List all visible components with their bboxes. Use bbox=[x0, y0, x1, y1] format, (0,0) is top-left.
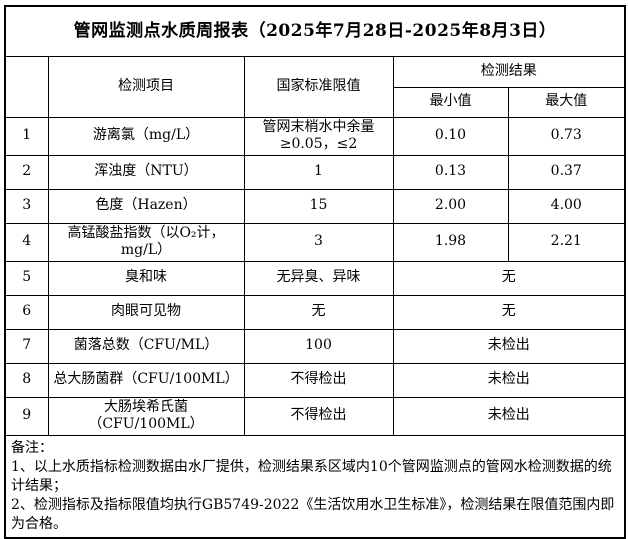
note-2: 2、检测指标及指标限值均执行GB5749-2022《生活饮用水卫生标准》，检测结… bbox=[11, 496, 615, 532]
max-value: 2.21 bbox=[507, 222, 626, 262]
header-max: 最大值 bbox=[507, 86, 626, 118]
max-value: 0.73 bbox=[507, 116, 626, 156]
min-value: 0.13 bbox=[392, 154, 509, 190]
table-row: 1 游离氯（mg/L） 管网末梢水中余量≥0.05，≤2 0.10 0.73 bbox=[4, 116, 626, 156]
table-row: 5 臭和味 无异臭、异味 无 bbox=[4, 260, 626, 296]
result-value: 无 bbox=[392, 294, 626, 330]
row-number: 3 bbox=[4, 188, 49, 224]
header-index-cell bbox=[4, 55, 49, 118]
standard-limit: 3 bbox=[243, 222, 394, 262]
notes-row: 备注： 1、以上水质指标检测数据由水厂提供，检测结果系区域内10个管网监测点的管… bbox=[4, 434, 626, 538]
item-name: 游离氯（mg/L） bbox=[47, 116, 245, 156]
table-row: 3 色度（Hazen） 15 2.00 4.00 bbox=[4, 188, 626, 224]
max-value: 4.00 bbox=[507, 188, 626, 224]
row-number: 1 bbox=[4, 116, 49, 156]
row-number: 8 bbox=[4, 362, 49, 398]
title-row: 管网监测点水质周报表（2025年7月28日-2025年8月3日） bbox=[4, 5, 626, 57]
standard-limit: 不得检出 bbox=[243, 396, 394, 436]
standard-limit: 无异臭、异味 bbox=[243, 260, 394, 296]
note-1: 1、以上水质指标检测数据由水厂提供，检测结果系区域内10个管网监测点的管网水检测… bbox=[11, 458, 612, 494]
row-number: 5 bbox=[4, 260, 49, 296]
row-number: 4 bbox=[4, 222, 49, 262]
standard-limit: 不得检出 bbox=[243, 362, 394, 398]
table-row: 8 总大肠菌群（CFU/100ML） 不得检出 未检出 bbox=[4, 362, 626, 398]
item-name: 菌落总数（CFU/ML） bbox=[47, 328, 245, 364]
min-value: 2.00 bbox=[392, 188, 509, 224]
item-name: 臭和味 bbox=[47, 260, 245, 296]
row-number: 2 bbox=[4, 154, 49, 190]
report-title: 管网监测点水质周报表（2025年7月28日-2025年8月3日） bbox=[4, 5, 626, 57]
table-row: 2 浑浊度（NTU） 1 0.13 0.37 bbox=[4, 154, 626, 190]
row-number: 7 bbox=[4, 328, 49, 364]
header-item: 检测项目 bbox=[47, 55, 245, 118]
header-row-2: 最小值 最大值 bbox=[5, 86, 626, 118]
header-row-1: 检测项目 国家标准限值 检测结果 bbox=[4, 55, 626, 118]
water-quality-table: 管网监测点水质周报表（2025年7月28日-2025年8月3日） 检测项目 国家… bbox=[4, 5, 626, 539]
result-value: 未检出 bbox=[392, 362, 626, 398]
standard-limit: 1 bbox=[243, 154, 394, 190]
item-name: 肉眼可见物 bbox=[47, 294, 245, 330]
item-name: 色度（Hazen） bbox=[47, 188, 245, 224]
table-row: 7 菌落总数（CFU/ML） 100 未检出 bbox=[4, 328, 626, 364]
item-name: 浑浊度（NTU） bbox=[47, 154, 245, 190]
table-row: 4 高锰酸盐指数（以O₂计，mg/L） 3 1.98 2.21 bbox=[4, 222, 626, 262]
standard-limit: 管网末梢水中余量≥0.05，≤2 bbox=[243, 116, 394, 156]
item-name: 高锰酸盐指数（以O₂计，mg/L） bbox=[47, 222, 245, 262]
item-name: 总大肠菌群（CFU/100ML） bbox=[47, 362, 245, 398]
max-value: 0.37 bbox=[507, 154, 626, 190]
header-limit: 国家标准限值 bbox=[243, 55, 394, 118]
standard-limit: 无 bbox=[243, 294, 394, 330]
standard-limit: 100 bbox=[243, 328, 394, 364]
result-value: 未检出 bbox=[392, 396, 626, 436]
min-value: 1.98 bbox=[392, 222, 509, 262]
row-number: 6 bbox=[4, 294, 49, 330]
row-number: 9 bbox=[4, 396, 49, 436]
notes-label: 备注： bbox=[11, 439, 53, 456]
result-value: 无 bbox=[392, 260, 626, 296]
result-value: 未检出 bbox=[392, 328, 626, 364]
header-min: 最小值 bbox=[392, 86, 509, 118]
standard-limit: 15 bbox=[243, 188, 394, 224]
notes-cell: 备注： 1、以上水质指标检测数据由水厂提供，检测结果系区域内10个管网监测点的管… bbox=[4, 434, 626, 538]
header-result-group: 检测结果 bbox=[392, 55, 626, 88]
table-row: 6 肉眼可见物 无 无 bbox=[4, 294, 626, 330]
item-name: 大肠埃希氏菌（CFU/100ML） bbox=[47, 396, 245, 436]
table-row: 9 大肠埃希氏菌（CFU/100ML） 不得检出 未检出 bbox=[4, 396, 626, 436]
min-value: 0.10 bbox=[392, 116, 509, 156]
